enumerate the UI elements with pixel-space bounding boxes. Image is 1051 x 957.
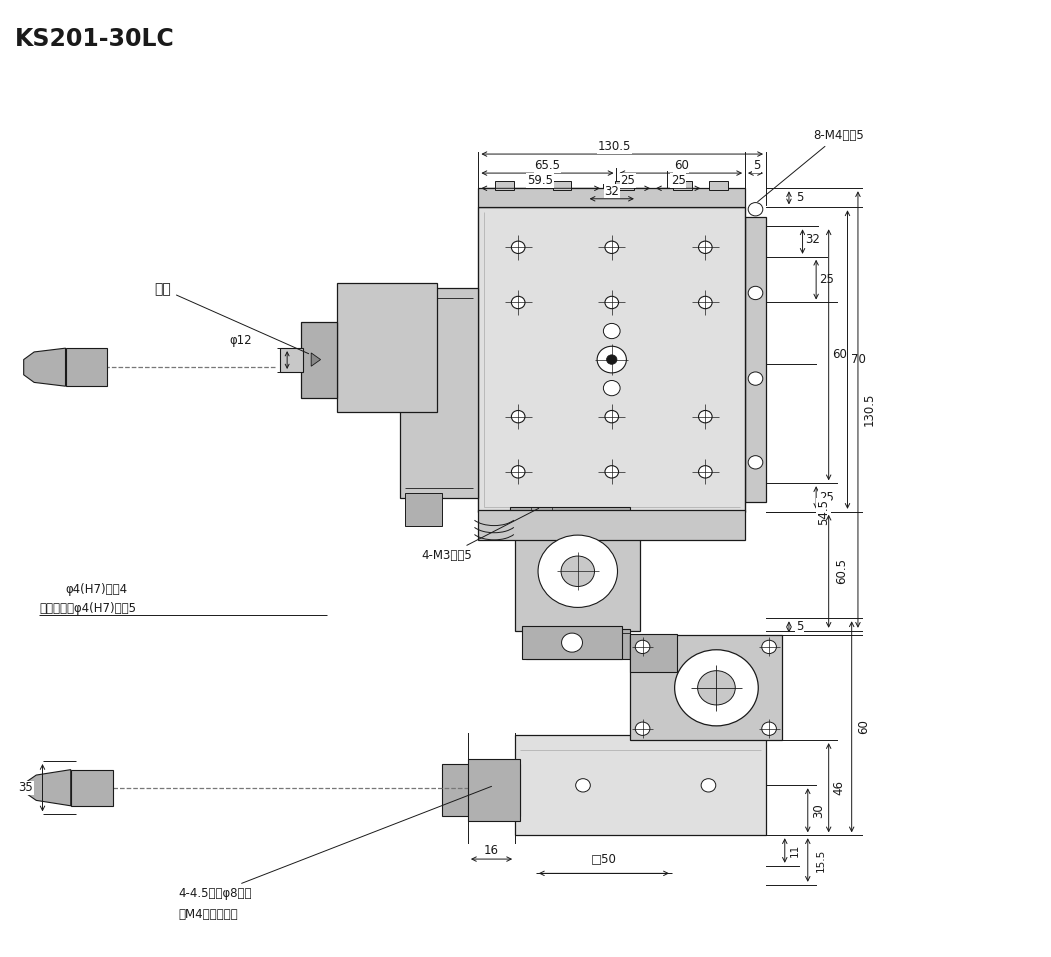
Text: 15.5: 15.5 <box>816 849 825 872</box>
Text: 60.5: 60.5 <box>834 558 848 585</box>
Text: 70: 70 <box>850 353 865 367</box>
Circle shape <box>748 372 763 386</box>
Text: 11: 11 <box>790 844 800 857</box>
Text: 130.5: 130.5 <box>598 140 631 153</box>
Circle shape <box>699 466 713 478</box>
Circle shape <box>605 297 619 309</box>
Bar <box>478 208 745 512</box>
Circle shape <box>698 671 736 705</box>
Text: 130.5: 130.5 <box>863 392 875 426</box>
Circle shape <box>699 241 713 254</box>
Circle shape <box>605 411 619 423</box>
Circle shape <box>576 779 591 792</box>
Bar <box>468 759 520 821</box>
Text: 25: 25 <box>671 174 685 188</box>
Text: 5: 5 <box>753 159 760 172</box>
Circle shape <box>699 297 713 309</box>
Circle shape <box>762 723 777 735</box>
Circle shape <box>635 640 650 654</box>
Bar <box>630 634 677 672</box>
Circle shape <box>512 466 526 478</box>
Text: 旋鈕: 旋鈕 <box>154 282 309 354</box>
Bar <box>478 189 745 208</box>
Text: 25: 25 <box>819 491 834 504</box>
Circle shape <box>701 779 716 792</box>
Bar <box>441 764 520 816</box>
Bar <box>522 626 622 659</box>
Bar <box>709 181 728 190</box>
Text: 32: 32 <box>805 234 821 246</box>
Text: 32: 32 <box>604 185 619 198</box>
Bar <box>510 507 630 536</box>
Polygon shape <box>311 353 321 367</box>
Text: φ4(H7)深度4: φ4(H7)深度4 <box>65 584 127 596</box>
Circle shape <box>561 634 582 652</box>
Text: 59.5: 59.5 <box>528 174 553 188</box>
Circle shape <box>748 456 763 469</box>
Circle shape <box>603 323 620 339</box>
Bar <box>65 348 107 387</box>
Polygon shape <box>24 348 65 387</box>
Text: 5: 5 <box>796 191 803 205</box>
Text: 35: 35 <box>19 781 34 794</box>
Text: 4-4.5通孔φ8沉孔: 4-4.5通孔φ8沉孔 <box>179 787 492 901</box>
Text: 8-M4深度5: 8-M4深度5 <box>758 129 864 202</box>
Bar <box>301 322 337 397</box>
Bar <box>745 217 766 502</box>
Text: 5: 5 <box>796 620 803 634</box>
Bar <box>478 510 745 541</box>
Bar <box>495 181 514 190</box>
Text: 60: 60 <box>674 159 688 172</box>
Text: □50: □50 <box>591 853 617 866</box>
Circle shape <box>605 466 619 478</box>
Circle shape <box>699 411 713 423</box>
Circle shape <box>603 381 620 396</box>
Text: 60: 60 <box>857 720 869 734</box>
Circle shape <box>675 650 758 725</box>
Bar <box>406 493 441 526</box>
Circle shape <box>606 355 617 365</box>
Text: 25: 25 <box>819 273 834 286</box>
Circle shape <box>561 556 595 587</box>
Bar <box>337 283 436 412</box>
Text: 65.5: 65.5 <box>535 159 560 172</box>
Bar <box>70 769 112 806</box>
Text: 16: 16 <box>485 844 499 857</box>
Text: KS201-30LC: KS201-30LC <box>16 27 176 51</box>
Circle shape <box>748 203 763 216</box>
Bar <box>400 288 478 498</box>
Circle shape <box>512 297 526 309</box>
Text: φ12: φ12 <box>229 334 251 347</box>
Circle shape <box>762 640 777 654</box>
Circle shape <box>538 535 618 608</box>
Circle shape <box>748 286 763 300</box>
Text: 25: 25 <box>620 174 636 188</box>
Bar <box>515 735 766 835</box>
Bar <box>526 629 630 659</box>
Bar <box>616 181 634 190</box>
Bar <box>630 635 782 740</box>
Bar <box>553 181 572 190</box>
Text: 60: 60 <box>831 348 846 362</box>
Text: （M4用螺栓孔）: （M4用螺栓孔） <box>179 908 238 921</box>
Text: 自反面開孔φ4(H7)深度5: 自反面開孔φ4(H7)深度5 <box>39 602 137 615</box>
Text: 4-M3深度5: 4-M3深度5 <box>421 508 539 563</box>
Bar <box>673 181 692 190</box>
Circle shape <box>512 241 526 254</box>
Text: 46: 46 <box>832 780 846 795</box>
Circle shape <box>605 241 619 254</box>
Text: 30: 30 <box>811 803 825 817</box>
Bar <box>280 348 303 372</box>
Circle shape <box>512 411 526 423</box>
Circle shape <box>597 346 626 373</box>
Circle shape <box>635 723 650 735</box>
Polygon shape <box>26 769 70 806</box>
Text: 54.5: 54.5 <box>817 499 830 524</box>
Bar <box>515 512 640 631</box>
